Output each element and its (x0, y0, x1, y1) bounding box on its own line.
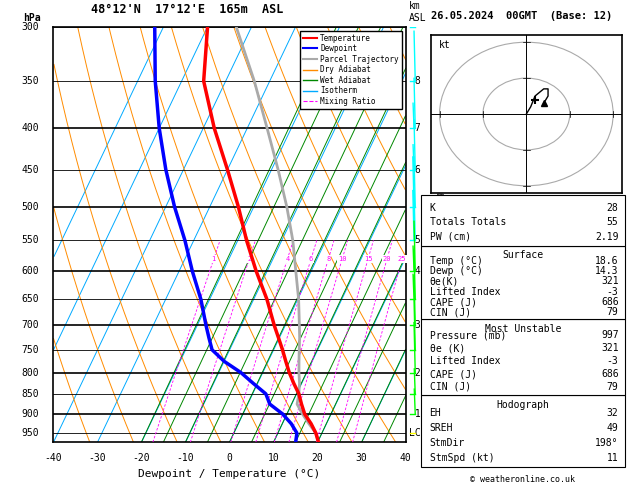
Text: -1: -1 (409, 409, 421, 419)
Text: K: K (430, 203, 435, 212)
Text: 55: 55 (607, 217, 618, 227)
Text: -3: -3 (607, 356, 618, 366)
Legend: Temperature, Dewpoint, Parcel Trajectory, Dry Adiabat, Wet Adiabat, Isotherm, Mi: Temperature, Dewpoint, Parcel Trajectory… (300, 31, 402, 109)
Text: 6: 6 (309, 256, 313, 262)
Text: 350: 350 (22, 76, 40, 86)
Text: θe (K): θe (K) (430, 343, 465, 353)
Text: 48°12'N  17°12'E  165m  ASL: 48°12'N 17°12'E 165m ASL (91, 3, 284, 17)
Text: Lifted Index: Lifted Index (430, 356, 500, 366)
Text: EH: EH (430, 408, 442, 417)
Text: 1: 1 (211, 256, 216, 262)
Text: Dewp (°C): Dewp (°C) (430, 266, 482, 276)
Text: 49: 49 (607, 422, 618, 433)
Text: 997: 997 (601, 330, 618, 341)
Text: -3: -3 (607, 287, 618, 297)
Text: 25: 25 (398, 256, 406, 262)
Text: StmSpd (kt): StmSpd (kt) (430, 452, 494, 463)
Text: 11: 11 (607, 452, 618, 463)
Text: 900: 900 (22, 409, 40, 419)
Text: 400: 400 (22, 123, 40, 133)
Text: 2: 2 (247, 256, 252, 262)
Text: -3: -3 (409, 320, 421, 330)
Text: Dewpoint / Temperature (°C): Dewpoint / Temperature (°C) (138, 469, 321, 479)
Text: 321: 321 (601, 343, 618, 353)
Text: -6: -6 (409, 165, 421, 174)
Text: 321: 321 (601, 277, 618, 286)
Text: -5: -5 (409, 235, 421, 245)
Text: 198°: 198° (595, 437, 618, 448)
Text: -4: -4 (409, 266, 421, 276)
Text: CIN (J): CIN (J) (430, 307, 470, 317)
Text: 8: 8 (326, 256, 330, 262)
Text: -10: -10 (177, 452, 194, 463)
Text: 20: 20 (312, 452, 323, 463)
Text: CAPE (J): CAPE (J) (430, 297, 477, 307)
Text: PW (cm): PW (cm) (430, 232, 470, 242)
Text: 15: 15 (364, 256, 372, 262)
Text: 10: 10 (268, 452, 279, 463)
Text: Temp (°C): Temp (°C) (430, 256, 482, 266)
Text: θe(K): θe(K) (430, 277, 459, 286)
Text: CIN (J): CIN (J) (430, 382, 470, 392)
Text: LCL: LCL (409, 428, 427, 438)
Text: 32: 32 (607, 408, 618, 417)
Text: 686: 686 (601, 297, 618, 307)
Text: 500: 500 (22, 202, 40, 212)
Text: Pressure (mb): Pressure (mb) (430, 330, 506, 341)
Text: 2.19: 2.19 (595, 232, 618, 242)
Text: StmDir: StmDir (430, 437, 465, 448)
Text: 850: 850 (22, 389, 40, 399)
Text: -20: -20 (133, 452, 150, 463)
Text: -8: -8 (409, 76, 421, 86)
Text: Most Unstable: Most Unstable (485, 324, 561, 334)
Text: 18.6: 18.6 (595, 256, 618, 266)
Bar (421, 195, 625, 245)
Bar (421, 245, 625, 319)
Bar (421, 395, 625, 467)
Text: 686: 686 (601, 369, 618, 379)
Text: 79: 79 (607, 382, 618, 392)
Text: 800: 800 (22, 367, 40, 378)
Text: 300: 300 (22, 22, 40, 32)
Text: CAPE (J): CAPE (J) (430, 369, 477, 379)
Text: 28: 28 (607, 203, 618, 212)
Text: -40: -40 (45, 452, 62, 463)
Text: 14.3: 14.3 (595, 266, 618, 276)
Text: kt: kt (438, 40, 450, 50)
Text: 10: 10 (338, 256, 347, 262)
Text: Surface: Surface (503, 250, 543, 260)
Text: 26.05.2024  00GMT  (Base: 12): 26.05.2024 00GMT (Base: 12) (431, 11, 613, 21)
Text: km
ASL: km ASL (409, 1, 427, 22)
Text: 20: 20 (382, 256, 391, 262)
Text: Totals Totals: Totals Totals (430, 217, 506, 227)
Text: 79: 79 (607, 307, 618, 317)
Text: -2: -2 (409, 367, 421, 378)
Text: 40: 40 (400, 452, 411, 463)
Text: 950: 950 (22, 428, 40, 438)
Text: 550: 550 (22, 235, 40, 245)
Text: 600: 600 (22, 266, 40, 276)
Text: 450: 450 (22, 165, 40, 174)
Text: 30: 30 (356, 452, 367, 463)
Text: hPa: hPa (23, 13, 41, 22)
Text: 750: 750 (22, 345, 40, 355)
Text: -7: -7 (409, 123, 421, 133)
Text: Hodograph: Hodograph (496, 399, 550, 410)
Bar (421, 319, 625, 395)
Text: -30: -30 (89, 452, 106, 463)
Text: 0: 0 (226, 452, 233, 463)
Text: 650: 650 (22, 295, 40, 304)
Text: Lifted Index: Lifted Index (430, 287, 500, 297)
Text: SREH: SREH (430, 422, 453, 433)
Text: 700: 700 (22, 320, 40, 330)
Text: 4: 4 (286, 256, 289, 262)
Text: Mixing Ratio (g/kg): Mixing Ratio (g/kg) (437, 187, 445, 282)
Text: © weatheronline.co.uk: © weatheronline.co.uk (470, 474, 574, 484)
